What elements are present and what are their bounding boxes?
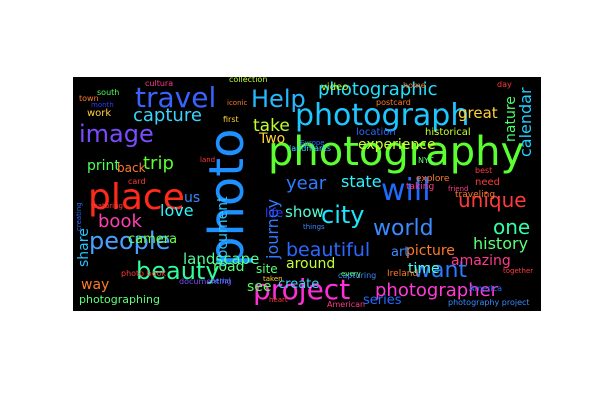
word-photography-project: photography project (448, 298, 530, 307)
word-beautiful: beautiful (286, 239, 370, 261)
word-photograph: photograph (295, 98, 469, 133)
word-aerial: aerial (211, 277, 231, 285)
word-book: book (98, 211, 142, 232)
word-series: series (363, 293, 402, 308)
word-time: time (408, 261, 440, 277)
word-photographer: photographer (375, 280, 499, 301)
word-land: land (200, 156, 215, 164)
word-photographic: photographic (318, 79, 438, 100)
word-one: one (493, 215, 530, 239)
word-american: American (327, 300, 365, 309)
word-historical: historical (425, 127, 471, 138)
word-see: see (247, 279, 272, 295)
word-cloud-canvas: photography photo place photograph travel wil… (75, 77, 535, 309)
word-document: document (215, 196, 231, 267)
word-friend: friend (448, 185, 468, 193)
word-back: back (117, 161, 146, 175)
word-art: art (391, 245, 409, 260)
word-best: best (475, 166, 492, 175)
word-travel: travel (135, 81, 216, 114)
word-road: road (213, 259, 244, 275)
word-around: around (286, 256, 335, 272)
word-nyc: NYC (418, 156, 434, 165)
word-home: home (403, 81, 426, 90)
word-help: Help (251, 85, 306, 113)
word-taken: taken (263, 275, 283, 283)
word-take: take (253, 116, 290, 136)
word-capture: capture (133, 105, 202, 126)
word-image: image (79, 120, 154, 148)
word-landmarks: landmarks (289, 144, 331, 153)
word-location: location (356, 127, 396, 138)
word-people: people (89, 227, 170, 255)
word-landscape: landscape (183, 250, 259, 268)
word-video: video (321, 82, 348, 93)
word-state: state (341, 172, 382, 191)
word-great: great (458, 104, 498, 122)
word-site: site (256, 262, 278, 276)
word-ireland: Ireland (387, 269, 418, 279)
word-taking: taking (406, 182, 434, 192)
word-things: things (303, 223, 325, 231)
word-europe: Europe (300, 139, 325, 147)
word-photography: photography (268, 129, 524, 175)
word-unique: unique (458, 188, 527, 212)
word-cultura: cultura (145, 79, 173, 88)
word-postcard: postcard (376, 98, 411, 107)
word-world: world (373, 216, 434, 241)
word-nature: nature (503, 96, 519, 142)
word-print: print (87, 158, 120, 174)
word-south: south (97, 88, 119, 97)
word-amazing: amazing (451, 253, 511, 269)
word-need: need (475, 177, 500, 188)
word-photographing: photographing (79, 293, 160, 306)
word-every: every (341, 270, 361, 278)
word-city: city (321, 201, 364, 229)
word-day: day (497, 80, 512, 89)
word-way: way (81, 277, 109, 293)
word-photo-book: photo book (121, 269, 166, 278)
word-two: Two (258, 131, 285, 147)
word-picture: picture (406, 243, 455, 259)
word-create: create (278, 277, 319, 292)
word-first: first (223, 115, 239, 124)
word-creating: creating (75, 202, 83, 231)
word-place: place (88, 177, 185, 218)
word-beauty: beauty (136, 257, 220, 285)
word-featuring: featuring (91, 202, 123, 210)
word-camera: camera (128, 232, 177, 247)
word-show: show (285, 203, 324, 221)
word-month: month (91, 101, 114, 109)
word-town: town (79, 94, 99, 103)
word-us: us (184, 190, 200, 206)
word-together: together (503, 267, 533, 275)
word-year: year (286, 173, 327, 194)
word-life: life (265, 206, 283, 220)
word-capturing: capturing (338, 271, 376, 280)
word-documenting: documenting (179, 277, 232, 286)
word-work: work (87, 108, 111, 119)
word-experience: experience (358, 137, 436, 153)
word-cloud: photography photo place photograph travel wil… (73, 77, 541, 311)
word-will: will (381, 173, 431, 208)
word-traveling: traveling (455, 190, 495, 200)
word-journey: journey (263, 199, 282, 260)
word-trip: trip (143, 153, 174, 174)
word-project: project (253, 273, 350, 306)
word-card: card (128, 177, 146, 186)
word-calendar: calendar (516, 87, 535, 157)
word-iconic: iconic (227, 99, 247, 107)
word-want: want (413, 258, 467, 283)
word-share: share (76, 228, 92, 267)
word-history: history (473, 234, 528, 253)
word-heart: heart (269, 296, 288, 304)
word-collection: collection (229, 77, 267, 84)
word-america: America (469, 284, 502, 293)
word-love: love (160, 201, 194, 220)
word-explore: explore (416, 174, 450, 184)
word-photo: photo (199, 129, 255, 267)
